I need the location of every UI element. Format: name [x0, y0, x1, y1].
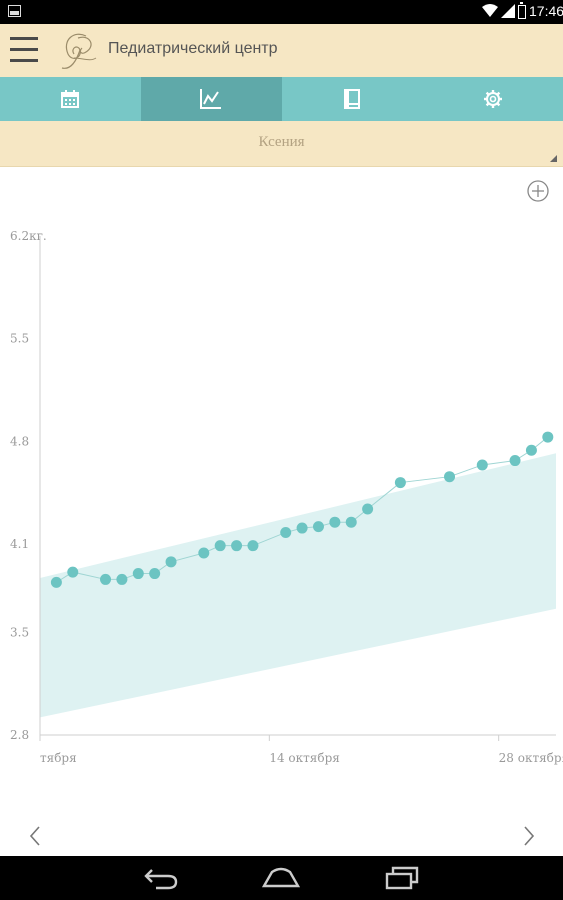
y-tick-label: 6.2кг. — [10, 229, 47, 243]
x-tick-label: тября — [40, 751, 77, 765]
weight-chart: 2.8 3.5 4.1 4.8 5.5 6.2кг. тября 14 октября 28 о… — [10, 229, 563, 765]
data-point — [67, 566, 79, 578]
data-point — [50, 576, 62, 588]
data-point — [542, 431, 554, 443]
data-point — [198, 547, 210, 559]
data-point — [165, 556, 177, 568]
data-point — [345, 516, 357, 528]
y-tick-label: 4.8 — [10, 434, 29, 448]
system-nav-bar — [0, 856, 563, 900]
data-point — [444, 471, 456, 483]
notification-icon — [8, 5, 21, 17]
recent-apps-icon[interactable] — [385, 866, 419, 890]
data-point — [247, 540, 259, 552]
menu-icon[interactable] — [10, 37, 38, 63]
status-bar: 17:46 — [0, 0, 563, 24]
y-tick-label: 4.1 — [10, 537, 29, 551]
data-point — [312, 521, 324, 533]
calendar-icon — [61, 90, 80, 108]
app-bar: Педиатрический центр — [0, 24, 563, 77]
data-point — [476, 459, 488, 471]
book-icon — [343, 89, 360, 109]
normal-range-band — [40, 453, 556, 718]
profile-name: Ксения — [258, 134, 305, 150]
data-point — [149, 568, 161, 580]
add-measurement-button[interactable] — [527, 180, 549, 202]
data-point — [509, 455, 521, 467]
app-title: Педиатрический центр — [108, 40, 278, 57]
y-tick-label: 2.8 — [10, 728, 29, 742]
data-point — [394, 477, 406, 489]
data-point — [214, 540, 226, 552]
y-tick-label: 5.5 — [10, 332, 29, 346]
chart-icon — [200, 89, 222, 109]
tab-settings[interactable] — [422, 77, 563, 121]
chevron-right-icon[interactable] — [518, 825, 538, 847]
battery-icon — [518, 2, 526, 19]
data-point — [280, 526, 292, 538]
signal-icon — [501, 4, 515, 18]
logo-icon — [61, 33, 97, 69]
data-point — [132, 568, 144, 580]
data-point — [100, 573, 112, 585]
gear-icon — [483, 90, 502, 108]
tab-bar — [0, 77, 563, 121]
data-point — [329, 516, 341, 528]
dropdown-corner-icon — [550, 155, 557, 162]
chevron-left-icon[interactable] — [26, 825, 46, 847]
tab-book[interactable] — [282, 77, 423, 121]
status-time: 17:46 — [529, 3, 563, 19]
data-point — [116, 573, 128, 585]
tab-calendar[interactable] — [0, 77, 141, 121]
x-tick-label: 14 октября — [269, 751, 340, 765]
profile-selector[interactable]: Ксения — [0, 121, 563, 167]
y-tick-label: 3.5 — [10, 625, 29, 639]
back-icon[interactable] — [144, 866, 180, 890]
data-point — [231, 540, 243, 552]
tab-chart[interactable] — [140, 77, 282, 121]
data-point — [525, 444, 537, 456]
data-point — [362, 503, 374, 515]
home-icon[interactable] — [262, 866, 300, 890]
data-point — [296, 522, 308, 534]
wifi-icon — [482, 4, 498, 17]
x-tick-label: 28 октября — [499, 751, 563, 765]
